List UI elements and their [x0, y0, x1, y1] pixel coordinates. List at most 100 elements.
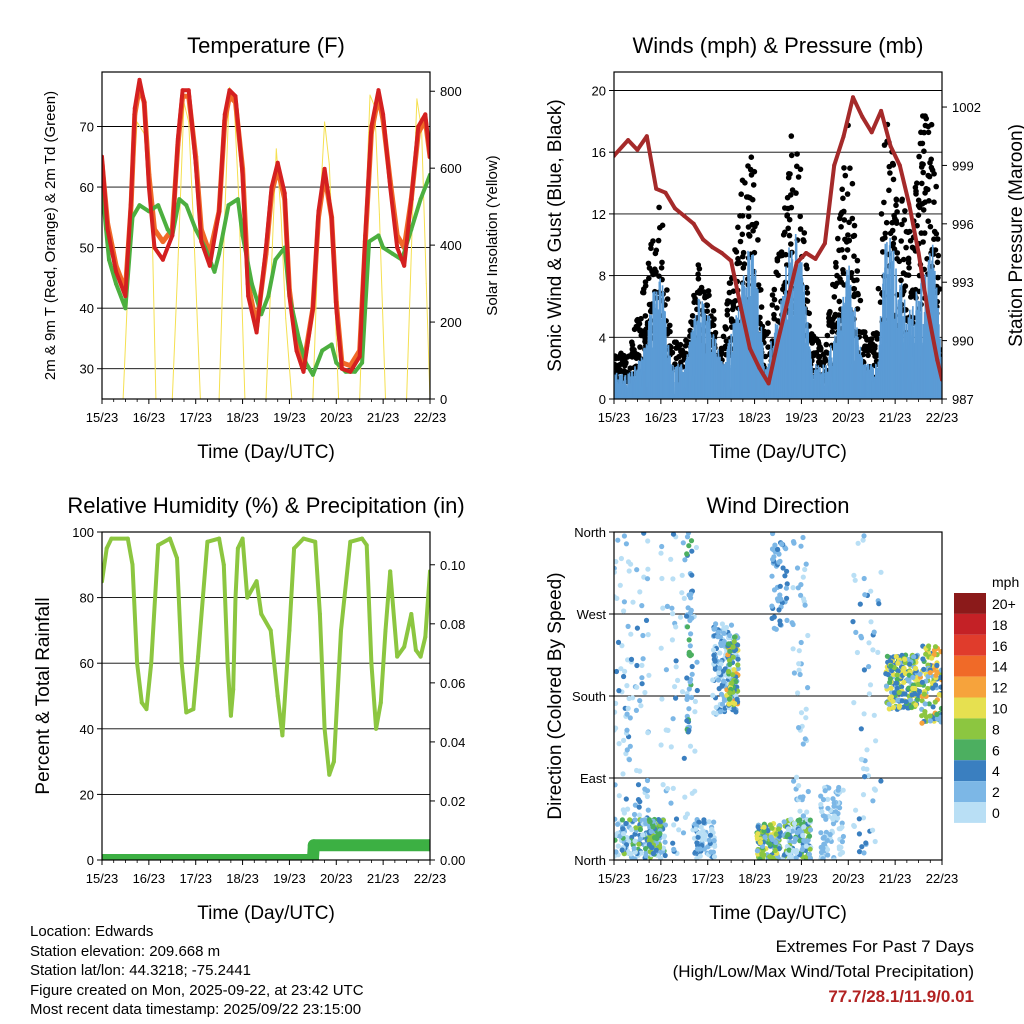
wind-bar — [844, 296, 847, 399]
gust-point — [637, 327, 643, 333]
wind-bar — [887, 280, 890, 399]
wind-bar — [927, 259, 930, 399]
direction-point — [661, 834, 667, 840]
direction-point — [668, 800, 674, 806]
gust-point — [820, 351, 827, 358]
direction-point — [888, 685, 894, 691]
direction-point — [647, 819, 653, 825]
gust-point — [695, 276, 702, 282]
direction-point — [927, 718, 934, 724]
gust-point — [863, 343, 870, 350]
wind-bar — [807, 372, 809, 399]
direction-point — [777, 621, 783, 628]
rh-line-point — [125, 536, 130, 541]
gust-point — [788, 133, 795, 139]
wind-bar — [796, 283, 798, 399]
gust-point — [815, 338, 821, 345]
direction-point — [793, 855, 799, 860]
rh-line-point — [287, 628, 292, 633]
gust-point — [912, 184, 919, 191]
solar-line-point — [229, 86, 230, 88]
direction-point — [800, 534, 806, 541]
direction-point — [781, 819, 787, 825]
direction-point — [640, 632, 646, 639]
direction-point — [715, 629, 721, 635]
direction-point — [618, 666, 624, 672]
wind-bar — [755, 359, 757, 399]
rh-line-point — [339, 628, 343, 633]
gust-point — [774, 305, 780, 311]
direction-point — [633, 707, 640, 714]
direction-point — [872, 838, 878, 845]
direction-point — [790, 539, 797, 545]
direction-point — [621, 810, 628, 816]
gust-point — [752, 223, 758, 230]
direction-point — [660, 605, 666, 611]
wind-bar — [628, 389, 630, 399]
pressure-line-point — [785, 299, 790, 304]
wind-bar — [718, 358, 720, 399]
gust-point — [931, 199, 937, 205]
y2-tick-label: 800 — [440, 84, 462, 99]
wind-bar — [899, 284, 901, 399]
direction-point — [856, 816, 862, 822]
chart-title: Relative Humidity (%) & Precipitation (i… — [67, 493, 464, 518]
gust-point — [675, 342, 681, 348]
gust-point — [617, 361, 624, 368]
rh-line-point — [175, 556, 179, 561]
rh-line-point — [233, 595, 238, 600]
direction-point — [859, 844, 865, 850]
wind-bar — [846, 269, 848, 399]
direction-point — [697, 830, 703, 836]
gust-point — [704, 302, 711, 309]
x-tick-label: 18/23 — [738, 410, 771, 425]
direction-point — [876, 601, 882, 607]
colorbar-unit: mph — [992, 574, 1019, 590]
wind-bar — [629, 383, 631, 399]
y2-tick-label: 0.02 — [440, 794, 465, 809]
gust-point — [765, 320, 771, 327]
direction-point — [650, 850, 657, 857]
direction-point — [871, 786, 878, 792]
wind-bar — [713, 350, 716, 399]
temp-9m-line-point — [160, 239, 166, 245]
direction-point — [934, 662, 940, 669]
direction-point — [735, 656, 741, 662]
wind-bar — [756, 288, 758, 399]
wind-bar — [706, 354, 709, 399]
direction-point — [721, 678, 727, 684]
gust-point — [851, 286, 858, 292]
wind-bar — [810, 374, 813, 399]
direction-point — [730, 644, 736, 650]
gust-point — [921, 148, 927, 154]
gust-point — [898, 238, 904, 244]
wind-bar — [871, 390, 874, 399]
x-axis-label: Time (Day/UTC) — [709, 903, 847, 924]
direction-point — [761, 852, 767, 858]
wind-bar — [709, 370, 711, 399]
wind-bar — [627, 373, 629, 399]
direction-point — [614, 559, 619, 565]
direction-point — [645, 730, 651, 736]
solar-line-point — [328, 163, 330, 165]
temp-2m-line-point — [137, 77, 142, 82]
direction-point — [930, 704, 936, 710]
direction-point — [932, 644, 939, 650]
wind-bar — [649, 314, 651, 399]
gust-point — [749, 196, 756, 203]
rh-line-point — [369, 661, 374, 666]
direction-point — [840, 787, 846, 793]
direction-point — [696, 819, 702, 825]
gust-point — [795, 174, 802, 180]
direction-point — [673, 624, 679, 630]
wind-bar — [808, 359, 810, 399]
gust-point — [765, 344, 771, 350]
wind-bar — [788, 327, 791, 399]
direction-point — [689, 671, 695, 677]
direction-point — [894, 685, 900, 691]
direction-point — [670, 576, 676, 582]
precip-point — [102, 854, 108, 860]
gust-point — [629, 342, 636, 348]
wind-bar — [830, 377, 833, 399]
pressure-line-point — [897, 163, 902, 168]
